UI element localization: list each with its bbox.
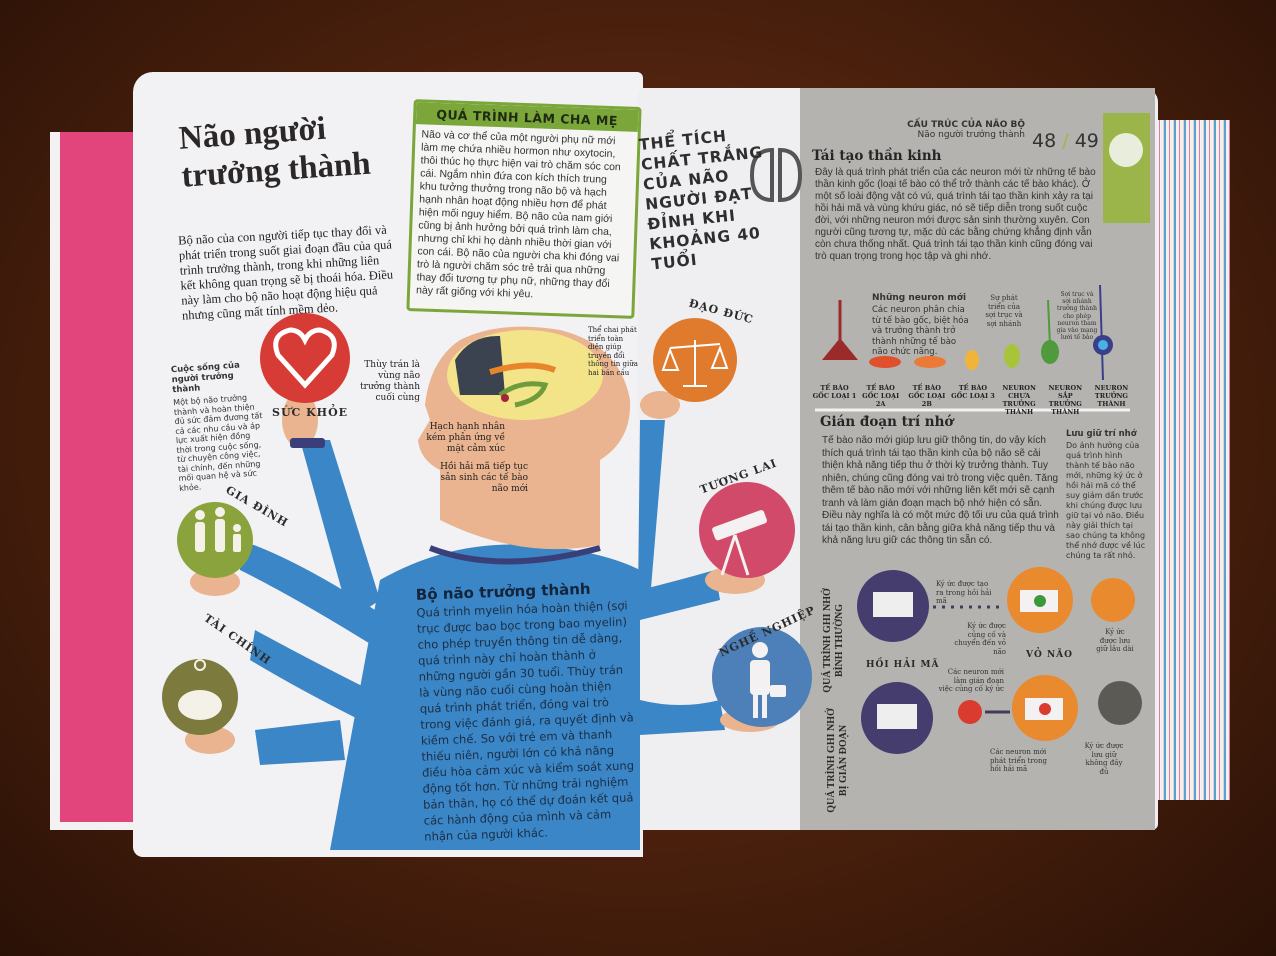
memory-text: Tế bào não mới giúp lưu giữ thông tin, d… xyxy=(822,435,1059,546)
brain-outline-icon xyxy=(749,147,803,203)
stage-label: NEURON CHƯA TRƯỞNG THÀNH xyxy=(1002,384,1036,416)
neurogenesis-heading: Tái tạo thần kinh xyxy=(812,148,942,164)
head-profile-icon xyxy=(1103,113,1150,223)
arm-mid-left xyxy=(240,540,390,650)
scales-icon xyxy=(661,340,729,387)
person-body xyxy=(240,420,725,850)
arm-low-left xyxy=(250,630,370,720)
stage-label: NEURON SẮP TRƯỞNG THÀNH xyxy=(1048,384,1083,416)
laptop-icon xyxy=(873,592,913,617)
hippocampus xyxy=(498,381,549,408)
page-number-right: 49 xyxy=(1074,130,1099,152)
adult-brain-text: Quá trình myelin hóa hoàn thiện (sợi trụ… xyxy=(416,598,635,844)
page-title: Não người trưởng thành xyxy=(177,110,372,195)
arm-upper-left xyxy=(300,440,380,620)
retention-heading: Lưu giữ trí nhớ xyxy=(1066,429,1137,439)
corpus-callosum xyxy=(489,362,557,375)
page-number-left: 48 xyxy=(1032,130,1057,152)
sidebar-heading: Cuộc sống của người trưởng thành xyxy=(170,360,241,396)
stage-label: TẾ BÀO GỐC LOẠI 3 xyxy=(951,384,995,400)
intro-text: Bộ não của con người tiếp tục thay đổi v… xyxy=(177,222,394,323)
incomplete-memory-circle xyxy=(1098,681,1142,725)
family-icon xyxy=(195,507,241,552)
new-neurons-heading: Những neuron mới xyxy=(872,293,967,303)
memory-note-long-term: Ký ức được lưu giữ lâu dài xyxy=(1096,628,1134,653)
neuron-stages xyxy=(822,284,1113,381)
page-numbers: 48 / 49 xyxy=(1032,130,1099,152)
check-icon xyxy=(1034,595,1046,607)
businesswoman-icon xyxy=(750,642,786,718)
alert-icon xyxy=(1039,703,1051,715)
white-matter-fact: THỂ TÍCH CHẤT TRẮNG CỦA NÃO NGƯỜI ĐẠT ĐỈ… xyxy=(638,126,764,274)
neurogenesis-text: Đây là quá trình phát triển của các neur… xyxy=(815,167,1096,262)
heart-pulse-icon xyxy=(273,327,337,389)
new-neuron-ghost-icon xyxy=(958,700,982,724)
memory-note-new-neurons: Các neuron mới phát triển trong hồi hải … xyxy=(990,748,1048,773)
health-circle xyxy=(260,313,350,403)
memory-diagram xyxy=(857,567,1142,754)
telescope-icon xyxy=(712,510,767,576)
normal-memory-row-label: QUÁ TRÌNH GHI NHỚ BÌNH THƯỜNG xyxy=(822,588,845,693)
neuron-stage-labels: TẾ BÀO GỐC LOẠI 1 TẾ BÀO GỐC LOẠI 2A TẾ … xyxy=(812,384,1134,416)
stage-label: TẾ BÀO GỐC LOẠI 1 xyxy=(812,384,857,400)
hippocampus-label: HỒI HẢI MÃ xyxy=(866,660,940,670)
section-title: CẤU TRÚC CỦA NÃO BỘ xyxy=(907,120,1025,130)
amygdala xyxy=(501,394,509,402)
page-separator: / xyxy=(1062,130,1069,152)
page-edges xyxy=(1150,120,1230,800)
new-neurons-text: Các neuron phân chia từ tế bào gốc, biệt… xyxy=(872,305,969,357)
memory-note-consolidated: Ký ức được củng cố và chuyển đến vỏ não xyxy=(954,622,1006,656)
frontal-lobe xyxy=(455,335,505,395)
parenting-box: QUÁ TRÌNH LÀM CHA MẸ Não và cơ thể của m… xyxy=(406,99,642,319)
head xyxy=(418,326,631,550)
memory-note-interrupt: Các neuron mới làm gián đoạn việc củng c… xyxy=(938,668,1004,693)
stage-label: TẾ BÀO GỐC LOẠI 2B xyxy=(908,384,946,408)
amygdala-label: Hạch hạnh nhân kém phản ứng về mặt cảm x… xyxy=(426,422,505,454)
piggy-bank-icon xyxy=(178,690,222,720)
stage-label: TẾ BÀO GỐC LOẠI 2A xyxy=(862,384,900,408)
cortex-label: VỎ NÃO xyxy=(1026,650,1074,660)
hippocampus-label: Hồi hải mã tiếp tục sản sinh các tế bào … xyxy=(440,462,528,494)
memory-note-created: Ký ức được tạo ra trong hồi hải mã xyxy=(936,580,992,605)
future-circle xyxy=(699,482,795,578)
arm-bottom-left xyxy=(255,720,345,765)
frontal-lobe-label: Thùy trán là vùng não trưởng thành cuối … xyxy=(360,360,420,403)
subsection-title: Não người trưởng thành xyxy=(917,130,1025,140)
long-term-memory-circle xyxy=(1091,578,1135,622)
memory-note-incomplete: Ký ức được lưu giữ không đầy đủ xyxy=(1084,742,1124,776)
health-label: SỨC KHỎE xyxy=(272,406,349,419)
disrupted-memory-row-label: QUÁ TRÌNH GHI NHỚ BỊ GIÁN ĐOẠN xyxy=(826,708,849,813)
adult-brain-block: Bộ não trưởng thành Quá trình myelin hóa… xyxy=(416,579,640,844)
running-header: CẤU TRÚC CỦA NÃO BỘ Não người trưởng thà… xyxy=(900,120,1025,140)
memory-heading: Gián đoạn trí nhớ xyxy=(820,414,954,430)
adult-life-sidebar: Cuộc sống của người trưởng thành Một bộ … xyxy=(171,359,270,493)
retention-text: Do ảnh hưởng của quá trình hình thành tế… xyxy=(1066,441,1146,560)
parenting-text: Não và cơ thể của một người phụ nữ mới l… xyxy=(415,128,621,301)
laptop-icon xyxy=(877,704,917,729)
mature-note: Sợi trục và sợi nhánh trưởng thành cho p… xyxy=(1056,291,1098,342)
growth-note: Sự phát triển của sợi trục và sợi nhánh xyxy=(985,294,1023,328)
corpus-callosum-label: Thể chai phát triển toàn diện giúp truyề… xyxy=(588,326,638,377)
sidebar-text: Một bộ não trưởng thành và hoàn thiện đủ… xyxy=(172,393,263,493)
stage-label: NEURON TRƯỞNG THÀNH xyxy=(1094,384,1129,408)
